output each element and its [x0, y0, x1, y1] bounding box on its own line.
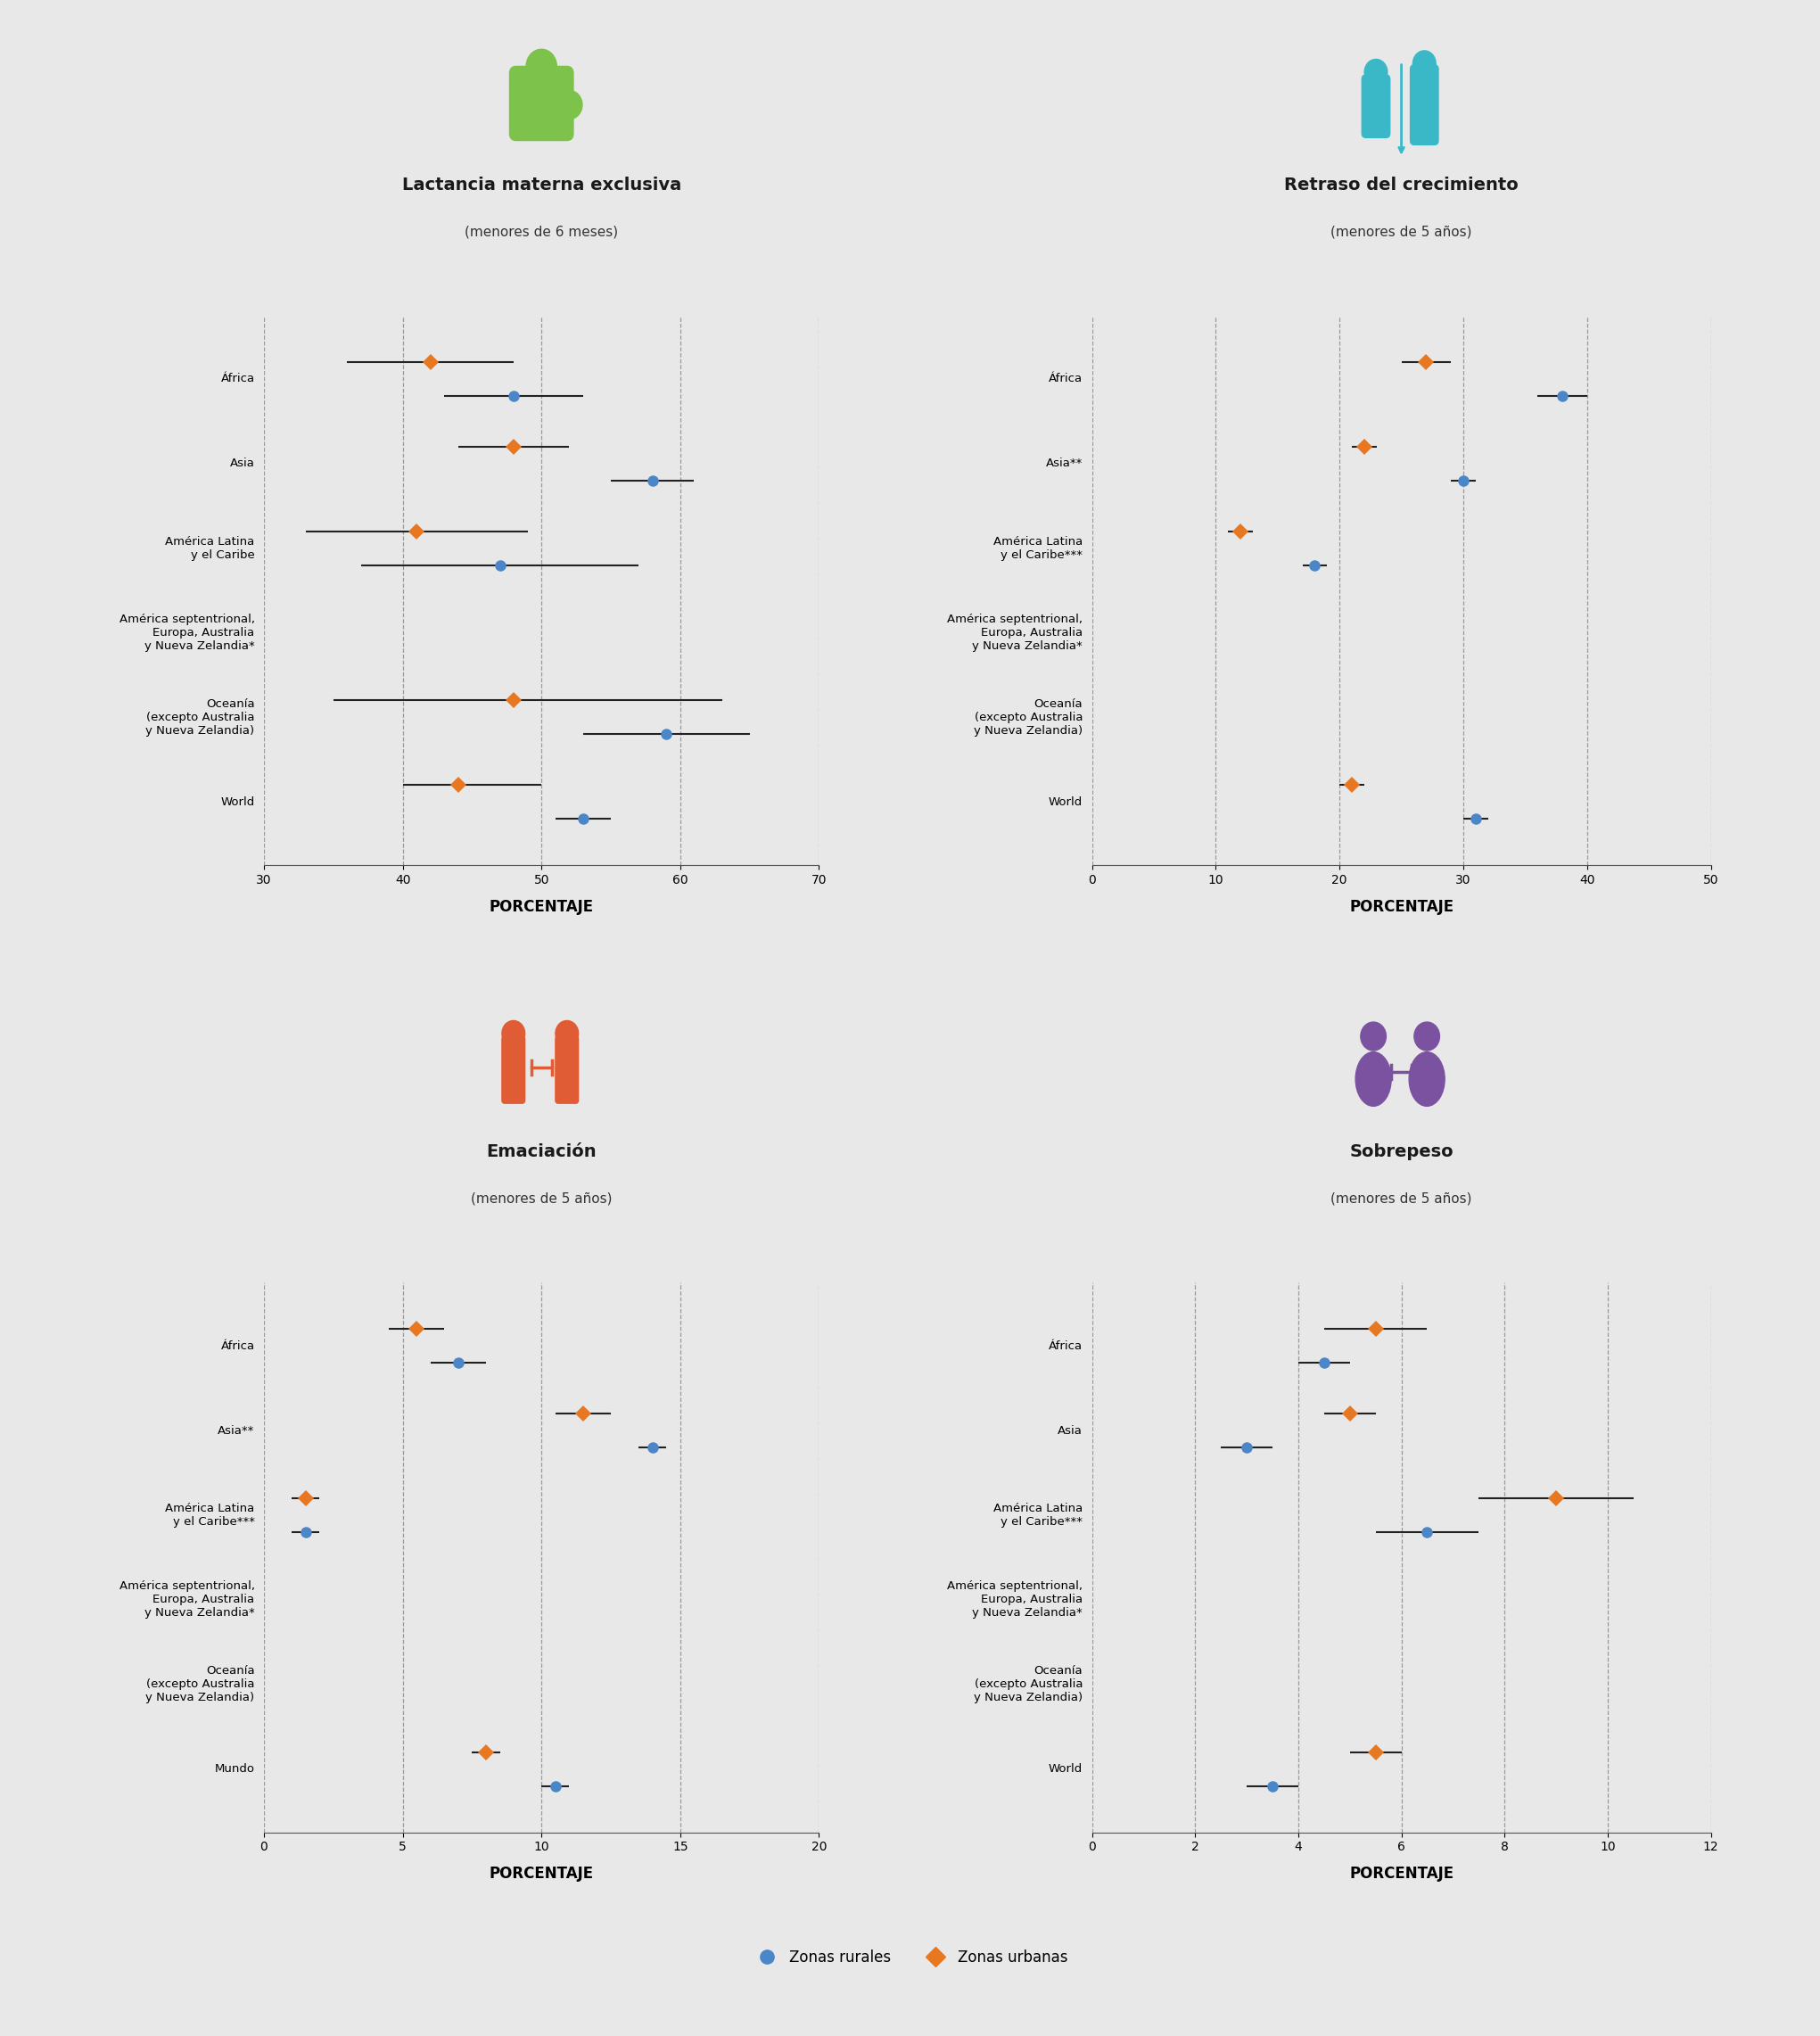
Text: (menores de 5 años): (menores de 5 años) — [1330, 1191, 1472, 1205]
Circle shape — [526, 49, 557, 83]
Circle shape — [502, 1020, 524, 1047]
FancyBboxPatch shape — [502, 1036, 524, 1104]
Ellipse shape — [1409, 1053, 1445, 1106]
Text: (menores de 5 años): (menores de 5 años) — [471, 1191, 612, 1205]
FancyBboxPatch shape — [510, 67, 573, 140]
X-axis label: PORCENTAJE: PORCENTAJE — [1349, 1865, 1454, 1881]
X-axis label: PORCENTAJE: PORCENTAJE — [1349, 898, 1454, 914]
Text: Sobrepeso: Sobrepeso — [1349, 1144, 1454, 1161]
Text: Retraso del crecimiento: Retraso del crecimiento — [1285, 177, 1518, 193]
Ellipse shape — [1356, 1053, 1390, 1106]
FancyBboxPatch shape — [1411, 65, 1438, 145]
Circle shape — [1414, 1022, 1440, 1051]
Text: (menores de 5 años): (menores de 5 años) — [1330, 224, 1472, 238]
FancyBboxPatch shape — [1361, 75, 1390, 138]
X-axis label: PORCENTAJE: PORCENTAJE — [490, 898, 593, 914]
Text: Lactancia materna exclusiva: Lactancia materna exclusiva — [402, 177, 681, 193]
Circle shape — [1365, 59, 1387, 86]
Circle shape — [1412, 51, 1436, 77]
X-axis label: PORCENTAJE: PORCENTAJE — [490, 1865, 593, 1881]
Circle shape — [1361, 1022, 1387, 1051]
Circle shape — [555, 1020, 579, 1047]
Circle shape — [557, 90, 582, 120]
Text: (menores de 6 meses): (menores de 6 meses) — [464, 224, 619, 238]
Text: Emaciación: Emaciación — [486, 1144, 597, 1161]
Legend: Zonas rurales, Zonas urbanas: Zonas rurales, Zonas urbanas — [746, 1944, 1074, 1971]
FancyBboxPatch shape — [555, 1036, 579, 1104]
